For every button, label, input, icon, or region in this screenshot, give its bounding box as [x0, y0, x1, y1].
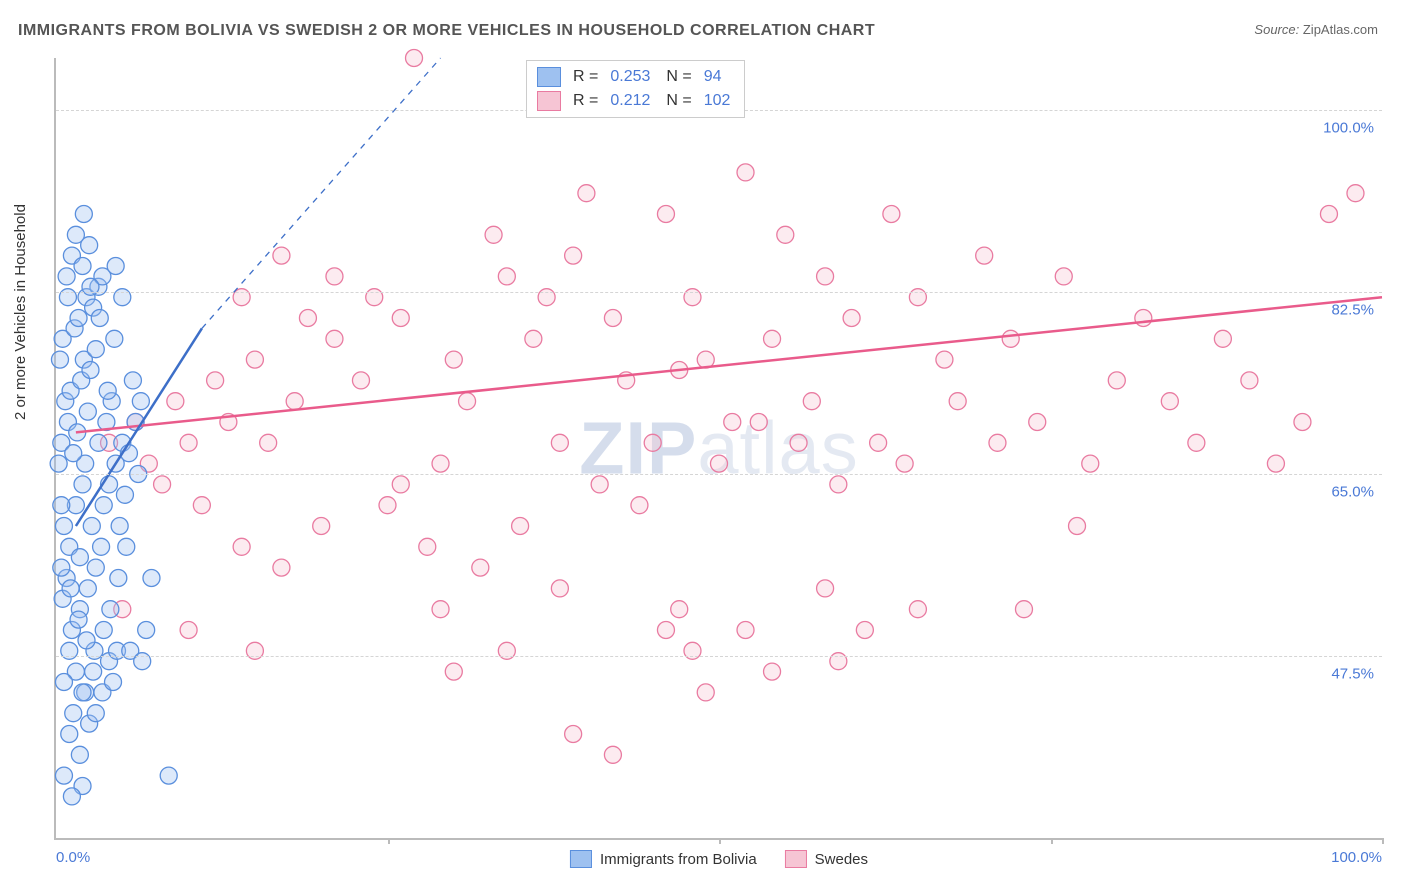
source-attribution: Source: ZipAtlas.com — [1254, 22, 1378, 37]
legend-label-bolivia: Immigrants from Bolivia — [600, 851, 757, 868]
y-tick-label: 65.0% — [1331, 484, 1374, 501]
y-tick-label: 100.0% — [1323, 120, 1374, 137]
x-tick-label: 100.0% — [1331, 849, 1382, 866]
series-legend: Immigrants from Bolivia Swedes — [570, 850, 868, 868]
stats-row-swedes: R = 0.212 N = 102 — [537, 89, 734, 113]
scatter-svg — [56, 58, 1382, 838]
legend-label-swedes: Swedes — [815, 851, 868, 868]
y-tick-label: 82.5% — [1331, 302, 1374, 319]
r-value-bolivia: 0.253 — [610, 65, 650, 89]
n-label: N = — [666, 65, 691, 89]
legend-item-swedes: Swedes — [785, 850, 868, 868]
swatch-swedes-icon — [537, 91, 561, 111]
chart-title: IMMIGRANTS FROM BOLIVIA VS SWEDISH 2 OR … — [18, 22, 875, 40]
x-tick-label: 0.0% — [56, 849, 90, 866]
chart-plot-area: ZIPatlas 47.5%65.0%82.5%100.0% 0.0%100.0… — [54, 58, 1382, 840]
stats-row-bolivia: R = 0.253 N = 94 — [537, 65, 734, 89]
n-value-bolivia: 94 — [704, 65, 722, 89]
stats-legend: R = 0.253 N = 94 R = 0.212 N = 102 — [526, 60, 745, 118]
r-label: R = — [573, 65, 598, 89]
n-value-swedes: 102 — [704, 89, 731, 113]
r-value-swedes: 0.212 — [610, 89, 650, 113]
r-label: R = — [573, 89, 598, 113]
swatch-swedes-icon — [785, 850, 807, 868]
n-label: N = — [666, 89, 691, 113]
source-value: ZipAtlas.com — [1303, 22, 1378, 37]
swatch-bolivia-icon — [537, 67, 561, 87]
legend-item-bolivia: Immigrants from Bolivia — [570, 850, 757, 868]
y-tick-label: 47.5% — [1331, 666, 1374, 683]
swatch-bolivia-icon — [570, 850, 592, 868]
y-axis-label: 2 or more Vehicles in Household — [12, 204, 29, 420]
source-label: Source: — [1254, 22, 1299, 37]
